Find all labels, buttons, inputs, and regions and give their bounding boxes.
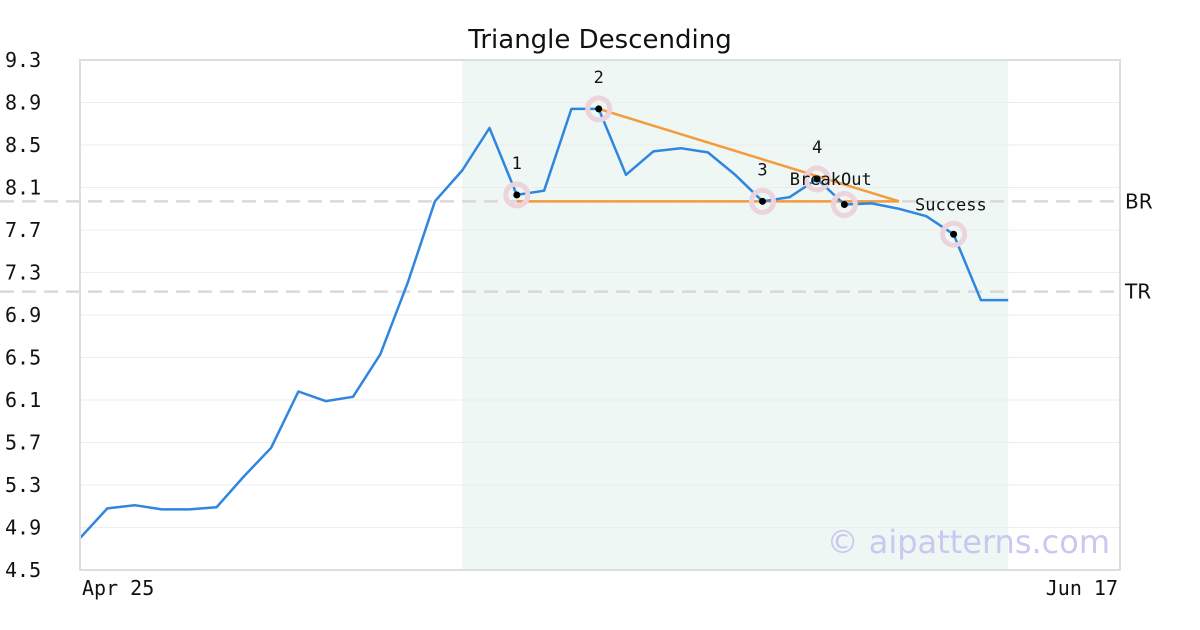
y-tick-label: 5.7 (5, 431, 41, 455)
y-tick-label: 4.9 (5, 516, 41, 540)
y-tick-label: 6.9 (5, 303, 41, 327)
pattern-line-2 (598, 107, 900, 203)
pattern-point-marker (950, 230, 958, 238)
pattern-point-label-4: 4 (812, 138, 822, 158)
y-tick-label: 6.5 (5, 346, 41, 370)
pattern-point-marker (813, 175, 821, 183)
y-tick-label: 5.3 (5, 473, 41, 497)
pattern-point-marker (840, 201, 848, 208)
pattern-point-marker (595, 105, 603, 113)
y-tick-label: 9.3 (5, 48, 41, 72)
plot-frame (79, 59, 1121, 571)
y-tick-label: 7.7 (5, 218, 41, 242)
pattern-point-halo (940, 220, 968, 248)
reference-label-tr: TR (1124, 280, 1151, 304)
pattern-point-halo (585, 95, 613, 123)
y-tick-label: 8.5 (5, 133, 41, 157)
annotation-breakout: BreakOut (790, 170, 872, 190)
x-tick-label-end: Jun 17 (1046, 576, 1118, 600)
y-tick-label: 4.5 (5, 558, 41, 582)
pattern-point-marker (759, 197, 766, 205)
reference-label-br: BR (1125, 189, 1153, 213)
y-tick-label: 8.9 (5, 91, 41, 115)
y-tick-label: 7.3 (5, 261, 41, 285)
pattern-point-label-1: 1 (512, 154, 522, 174)
pattern-point-halo (503, 181, 531, 209)
pattern-point-halo (803, 165, 831, 193)
chart-title: Triangle Descending (467, 25, 731, 55)
pattern-point-halo (830, 191, 858, 218)
x-tick-label-start: Apr 25 (82, 576, 154, 600)
pattern-point-label-2: 2 (594, 68, 604, 88)
y-tick-label: 8.1 (5, 176, 41, 200)
pattern-point-marker (513, 191, 521, 199)
pattern-point-label-3: 3 (757, 160, 767, 180)
pattern-point-halo (749, 187, 776, 215)
y-tick-label: 6.1 (5, 388, 41, 412)
watermark: © aipatterns.com (827, 523, 1110, 561)
annotation-success: Success (915, 196, 987, 216)
